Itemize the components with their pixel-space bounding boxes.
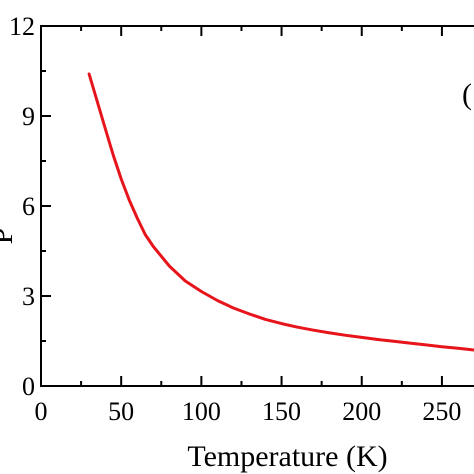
y-tick-label: 9: [22, 102, 35, 131]
y-axis-title: P: [0, 228, 19, 245]
axis-ticks: [40, 25, 443, 387]
y-tick-label: 12: [9, 12, 35, 41]
x-tick-label: 250: [422, 397, 461, 426]
y-tick-label: 6: [22, 192, 35, 221]
x-axis-title: Temperature (K): [187, 440, 387, 473]
series-line: [87, 72, 474, 352]
x-tick-label: 100: [182, 397, 221, 426]
y-tick-label: 0: [22, 372, 35, 401]
x-tick-label: 0: [35, 397, 48, 426]
x-tick-label: 200: [342, 397, 381, 426]
y-tick-label: 3: [22, 282, 35, 311]
x-tick-label: 50: [108, 397, 134, 426]
panel-label: (: [462, 78, 472, 111]
tick-labels: 0 50 100 150 200 250 0 3 6 9 12: [9, 12, 461, 426]
axis-frame: [40, 25, 474, 387]
x-tick-label: 150: [262, 397, 301, 426]
